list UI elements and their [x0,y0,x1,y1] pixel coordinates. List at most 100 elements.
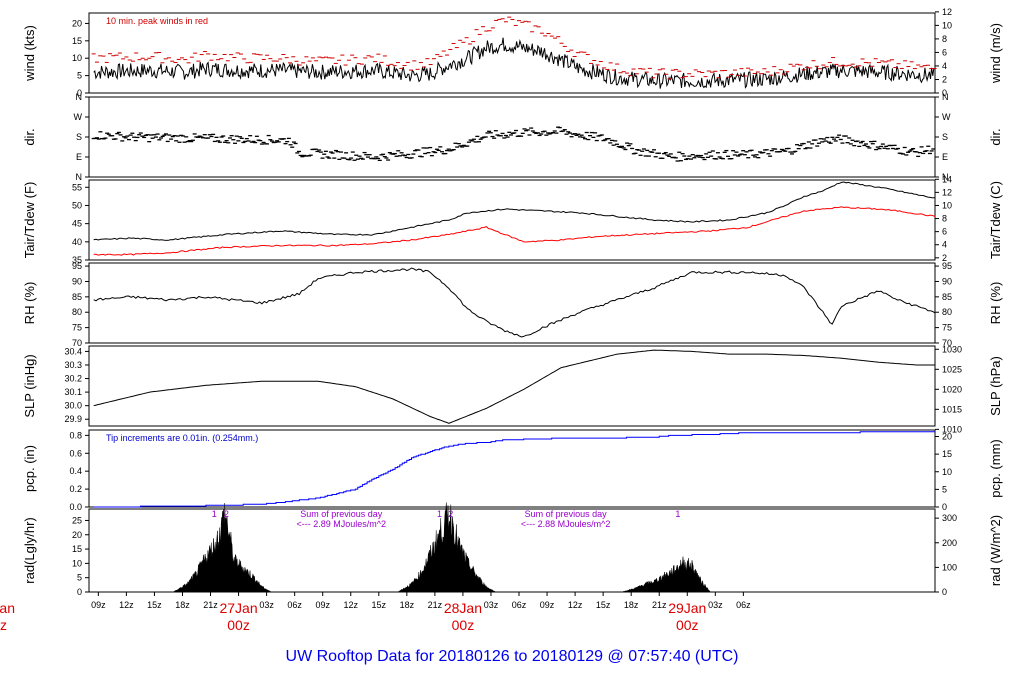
x-tick-label: 09z [315,600,330,610]
right-tick-label-rh: 75 [942,323,952,333]
right-tick-label-rh: 95 [942,261,952,271]
y-axis-label-right-slp: SLP (hPa) [988,356,1003,416]
left-tick-label-temp: 35 [72,255,82,265]
left-tick-label-rad: 5 [77,573,82,583]
right-tick-label-slp: 1025 [942,364,962,374]
radiation-area-day-2 [396,502,497,593]
left-tick-label-slp: 30.2 [64,374,82,384]
x-tick-label: 03z [259,600,274,610]
x-tick-label: 15z [147,600,162,610]
right-tick-label-rad: 300 [942,513,957,523]
right-tick-label-pcp: 10 [942,467,952,477]
radiation-day-sum-note: <--- 2.88 MJoules/m^2 [521,519,611,529]
radiation-peak-mark: 1 [437,509,442,519]
y-axis-label-right-temp: Tair/Tdew (C) [988,181,1003,259]
left-tick-label-pcp: 0.2 [69,484,82,494]
right-tick-label-temp: 6 [942,227,947,237]
left-tick-label-rh: 85 [72,292,82,302]
left-tick-label-wind: 5 [77,71,82,81]
y-axis-label-right-rad: rad (W/m^2) [988,515,1003,586]
date-label-hour: 00z [227,617,250,633]
left-tick-label-rh: 90 [72,276,82,286]
x-tick-label: 18z [624,600,639,610]
date-label-hour: 00z [676,617,699,633]
right-tick-label-rh: 80 [942,307,952,317]
panel-frame-slp [88,345,936,427]
right-tick-label-slp: 1010 [942,424,962,434]
x-tick-label: 21z [203,600,218,610]
x-tick-label: 15z [596,600,611,610]
radiation-area-day-1 [172,503,272,593]
x-tick-label: 15z [372,600,387,610]
panel-frame-rh [88,262,936,344]
x-tick-label: 21z [428,600,443,610]
left-tick-label-dir: S [76,132,82,142]
right-tick-label-pcp: 15 [942,449,952,459]
x-tick-label: 12z [343,600,358,610]
right-tick-label-slp: 1015 [942,404,962,414]
right-tick-label-rh: 70 [942,338,952,348]
right-tick-label-wind: 12 [942,7,952,17]
date-label-day: 29Jan [668,600,706,616]
left-tick-label-rad: 15 [72,544,82,554]
y-axis-label-right-wind: wind (m/s) [988,23,1003,84]
x-tick-label: 03z [708,600,723,610]
panel-frame-pcp [88,429,936,508]
right-tick-label-rad: 100 [942,562,957,572]
series-line-slp [93,349,935,424]
date-label-day: 28Jan [444,600,482,616]
panel-frame-temp [88,179,936,261]
left-tick-label-temp: 55 [72,182,82,192]
right-tick-label-pcp: 0 [942,502,947,512]
left-tick-label-slp: 30.0 [64,401,82,411]
x-tick-label: 09z [540,600,555,610]
y-axis-label-right-rh: RH (%) [988,282,1003,325]
x-tick-label: 12z [119,600,134,610]
radiation-day-sum-note: Sum of previous day [300,509,383,519]
right-tick-label-temp: 12 [942,187,952,197]
y-axis-label-rad: rad(Lgly/hr) [22,517,37,583]
left-tick-label-temp: 45 [72,219,82,229]
x-tick-label: 03z [484,600,499,610]
right-tick-label-dir: E [942,152,948,162]
y-axis-label-wind: wind (kts) [22,25,37,82]
left-tick-label-temp: 40 [72,237,82,247]
panel-note-pcp: Tip increments are 0.01in. (0.254mm.) [106,433,258,443]
x-tick-label: 21z [652,600,667,610]
left-tick-label-dir: N [76,172,83,182]
panel-note-wind: 10 min. peak winds in red [106,16,208,26]
right-tick-label-dir: N [942,172,949,182]
right-tick-label-rad: 200 [942,538,957,548]
right-tick-label-wind: 0 [942,88,947,98]
series-line-wind [93,37,935,89]
left-tick-label-dir: E [76,152,82,162]
left-tick-label-slp: 29.9 [64,414,82,424]
date-label-day: 27Jan [219,600,257,616]
radiation-peak-mark: 1 [212,509,217,519]
y-axis-label-dir: dir. [22,128,37,145]
y-axis-label-right-dir: dir. [988,128,1003,145]
left-tick-label-rh: 70 [72,338,82,348]
left-tick-label-pcp: 0.4 [69,466,82,476]
y-axis-label-rh: RH (%) [22,282,37,325]
left-tick-label-temp: 50 [72,200,82,210]
chart-title: UW Rooftop Data for 20180126 to 20180129… [285,648,739,665]
radiation-peak-mark: 1 [675,509,680,519]
date-label-hour-cut: z [0,617,7,633]
right-tick-label-temp: 8 [942,214,947,224]
radiation-area-day-3 [621,556,712,593]
left-tick-label-rh: 80 [72,307,82,317]
left-tick-label-wind: 0 [77,88,82,98]
right-tick-label-wind: 6 [942,47,947,57]
y-axis-label-slp: SLP (inHg) [22,354,37,417]
left-tick-label-pcp: 0.0 [69,502,82,512]
left-tick-label-rad: 0 [77,587,82,597]
right-tick-label-wind: 10 [942,20,952,30]
x-tick-label: 12z [568,600,583,610]
left-tick-label-rh: 95 [72,261,82,271]
left-tick-label-rh: 75 [72,323,82,333]
right-tick-label-dir: S [942,132,948,142]
right-tick-label-temp: 2 [942,253,947,263]
left-tick-label-wind: 15 [72,36,82,46]
x-tick-label: 06z [287,600,302,610]
